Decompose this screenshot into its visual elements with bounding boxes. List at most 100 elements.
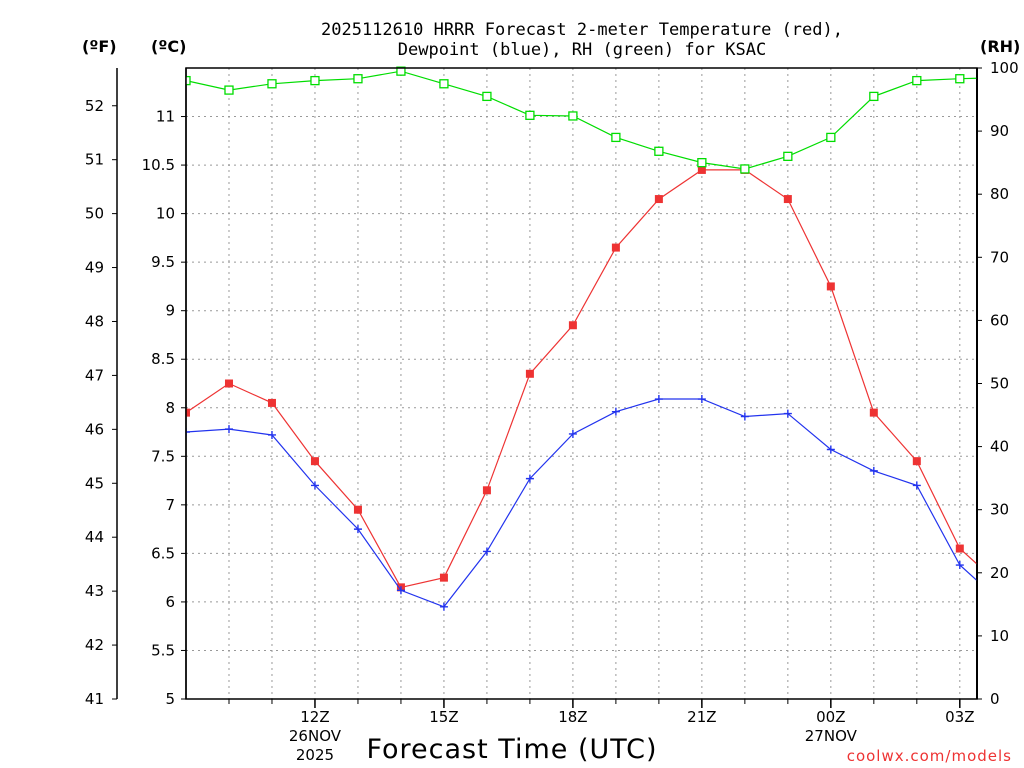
chart-title-line-1: 2025112610 HRRR Forecast 2-meter Tempera… — [321, 20, 843, 40]
credit-link[interactable]: coolwx.com/models — [847, 747, 1012, 765]
dewpoint-point — [740, 412, 749, 421]
temperature-point — [267, 398, 276, 407]
rh-tick-label: 50 — [990, 375, 1009, 393]
rh-point — [439, 79, 449, 89]
rh-line — [186, 70, 977, 170]
x-tick-label: 15Z — [429, 708, 458, 726]
dewpoint-point — [353, 525, 362, 534]
fahrenheit-tick-label: 43 — [85, 582, 104, 600]
celsius-tick-label: 11 — [156, 108, 175, 126]
fahrenheit-tick-label: 52 — [85, 97, 104, 115]
dewpoint-point — [999, 600, 1007, 608]
rh-point — [310, 75, 320, 86]
x-axis-title: Forecast Time (UTC) — [366, 734, 657, 765]
grid-lines — [186, 68, 977, 700]
rh-point — [955, 74, 965, 84]
fahrenheit-tick-label: 49 — [85, 259, 104, 277]
dewpoint-point — [224, 425, 233, 434]
rh-point — [740, 164, 750, 174]
celsius-tick-label: 7 — [165, 496, 175, 514]
dewpoint-point — [783, 409, 792, 418]
data-series — [186, 66, 1007, 611]
x-tick-label: 21Z — [687, 708, 716, 726]
rh-point — [869, 91, 879, 102]
rh-tick-label: 30 — [990, 501, 1009, 519]
dewpoint-point — [482, 547, 491, 556]
x-tick-label: 27NOV — [805, 727, 858, 745]
fahrenheit-tick-label: 42 — [85, 636, 104, 654]
fahrenheit-tick-label: 46 — [85, 420, 104, 438]
rh-tick-label: 40 — [990, 438, 1009, 456]
x-tick-label: 12Z — [300, 708, 329, 726]
dewpoint-point — [869, 466, 878, 475]
dewpoint-point — [654, 395, 663, 404]
dewpoint-point — [396, 586, 405, 595]
temperature-point — [783, 195, 792, 204]
rh-point — [912, 75, 922, 86]
x-tick-label: 2025 — [296, 746, 334, 764]
celsius-tick-label: 8.5 — [151, 350, 175, 368]
rh-point — [482, 91, 492, 102]
celsius-tick-label: 8 — [165, 399, 175, 417]
celsius-tick-label: 7.5 — [151, 447, 175, 465]
dewpoint-point — [439, 602, 448, 611]
dewpoint-point — [611, 407, 620, 416]
celsius-axis-label: (ºC) — [151, 37, 186, 56]
rh-tick-label: 0 — [990, 690, 1000, 708]
rh-tick-label: 70 — [990, 248, 1009, 266]
rh-axis-label: (RH) — [980, 37, 1020, 56]
rh-point — [654, 146, 664, 156]
temperature-point — [525, 369, 534, 378]
plot-frame — [185, 67, 978, 700]
fahrenheit-axis-label: (ºF) — [82, 37, 117, 56]
dewpoint-point — [697, 395, 706, 404]
dewpoint-point — [267, 430, 276, 439]
dewpoint-point — [186, 428, 190, 437]
x-tick-label: 00Z — [816, 708, 845, 726]
dewpoint-point — [826, 445, 835, 454]
celsius-tick-label: 5.5 — [151, 641, 175, 659]
x-tick-label: 18Z — [558, 708, 587, 726]
rh-point — [353, 74, 363, 84]
dewpoint-point — [525, 474, 534, 483]
fahrenheit-tick-label: 50 — [85, 205, 104, 223]
dewpoint-point — [955, 561, 964, 570]
temperature-point — [697, 165, 706, 174]
rh-point — [525, 110, 535, 120]
dewpoint-line — [186, 398, 977, 608]
fahrenheit-tick-label: 41 — [85, 690, 104, 708]
rh-point — [224, 85, 234, 95]
dewpoint-point — [912, 481, 921, 490]
temperature-point — [353, 505, 362, 514]
celsius-tick-label: 9 — [165, 302, 175, 320]
fahrenheit-tick-label: 44 — [85, 528, 104, 546]
axes: 5 5.5 6 6.5 7 7.5 8 8.5 9 9.5 10 10.5 11 41 42 43 44 45 46… — [85, 59, 1019, 764]
rh-point — [697, 157, 707, 168]
celsius-tick-label: 10 — [156, 205, 175, 223]
rh-point — [396, 66, 406, 76]
rh-point — [186, 75, 191, 86]
chart-title-line-2: Dewpoint (blue), RH (green) for KSAC — [398, 40, 766, 60]
temperature-point — [999, 583, 1007, 591]
dewpoint-point — [568, 429, 577, 438]
celsius-tick-label: 6 — [165, 593, 175, 611]
rh-tick-label: 60 — [990, 311, 1009, 329]
rh-tick-label: 80 — [990, 185, 1009, 203]
celsius-tick-label: 9.5 — [151, 253, 175, 271]
rh-point — [267, 79, 277, 89]
rh-point — [783, 151, 793, 161]
rh-tick-label: 20 — [990, 564, 1009, 582]
dewpoint-point — [310, 481, 319, 490]
temperature-point — [439, 573, 448, 582]
rh-point — [568, 111, 578, 121]
temperature-point — [224, 379, 233, 388]
rh-point — [826, 132, 836, 143]
rh-point — [611, 132, 621, 143]
fahrenheit-tick-label: 45 — [85, 474, 104, 492]
fahrenheit-tick-label: 47 — [85, 366, 104, 384]
temperature-point — [955, 544, 964, 553]
temperature-point — [912, 457, 921, 466]
rh-tick-label: 90 — [990, 122, 1009, 140]
rh-tick-label: 100 — [990, 59, 1019, 77]
x-tick-label: 03Z — [945, 708, 974, 726]
